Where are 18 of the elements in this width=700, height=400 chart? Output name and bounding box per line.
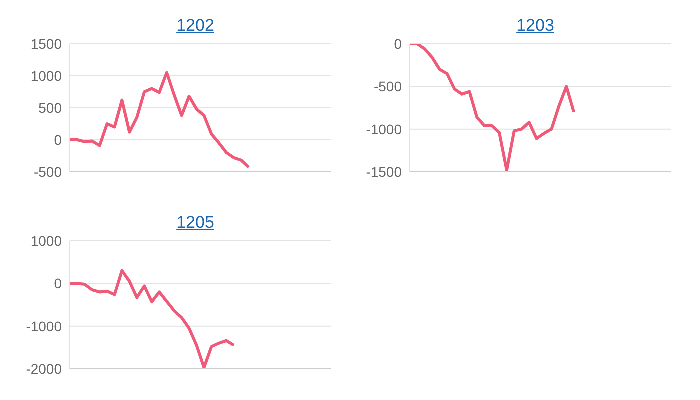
- y-tick-label: 0: [54, 276, 62, 292]
- chart-title: 1202: [176, 16, 214, 35]
- y-tick-label: -1000: [26, 318, 62, 334]
- chart-title: 1203: [516, 16, 554, 35]
- line-series: [68, 269, 236, 369]
- y-tick-label: 1000: [30, 232, 62, 249]
- y-tick-label: 500: [38, 100, 62, 116]
- y-tick-label: -500: [374, 78, 402, 95]
- y-tick-label: 1500: [30, 36, 62, 52]
- y-tick-label: 0: [54, 132, 62, 148]
- y-tick-label: -1000: [366, 121, 402, 138]
- line-series: [68, 71, 250, 170]
- chart-title: 1205: [176, 213, 214, 232]
- y-tick-label: 1000: [30, 68, 62, 84]
- y-tick-label: -500: [34, 164, 62, 180]
- y-tick-label: 0: [394, 36, 402, 52]
- y-tick-label: -2000: [26, 360, 62, 377]
- y-tick-label: -1500: [366, 164, 402, 180]
